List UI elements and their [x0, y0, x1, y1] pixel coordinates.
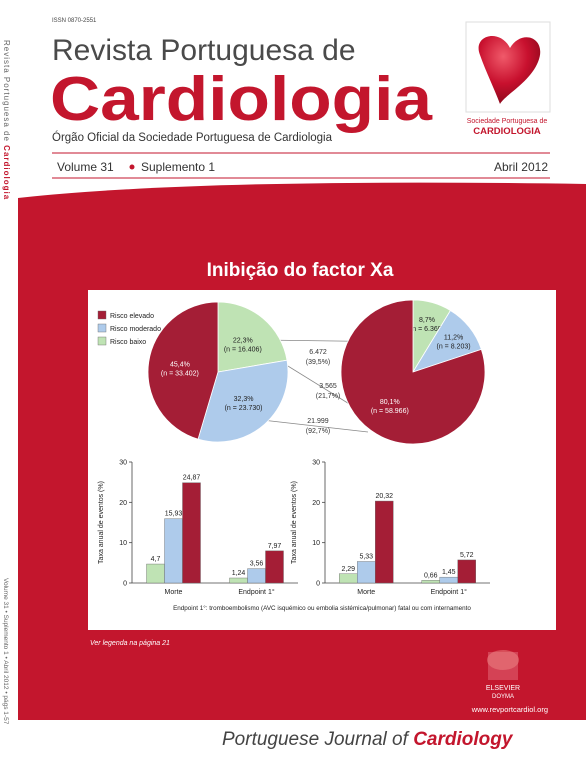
x-tick-label: Endpoint 1° [431, 588, 467, 596]
flow-share: (39,5%) [306, 359, 331, 366]
logo-text: Sociedade Portuguesa de [467, 118, 548, 125]
bar-value-label: 5,72 [460, 552, 474, 559]
y-axis-label: Taxa anual de eventos (%) [291, 481, 298, 564]
footer: Portuguese Journal of Cardiology [222, 729, 514, 750]
flow-count: 21.999 [307, 418, 329, 425]
y-tick-label: 30 [312, 460, 320, 467]
pie-note: (n = 16.406) [224, 347, 262, 354]
bar [421, 580, 440, 584]
publisher: ELSEVIER [486, 685, 520, 692]
issn: ISSN 0870-2551 [52, 18, 97, 24]
spine-title-a: Revista Portuguesa de [2, 40, 11, 142]
bar [439, 576, 458, 584]
bar [357, 561, 376, 584]
bar-value-label: 4,7 [151, 556, 161, 563]
subtitle: Órgão Oficial da Sociedade Portuguesa de… [52, 131, 333, 144]
bar [182, 482, 201, 584]
bar [339, 573, 358, 584]
bullet [129, 164, 135, 170]
legend-note: Ver legenda na página 21 [90, 640, 170, 647]
y-tick-label: 30 [119, 460, 127, 467]
flow-arrow [261, 419, 369, 433]
footer-a: Portuguese Journal of [222, 729, 410, 750]
flow-share: (92,7%) [306, 428, 331, 435]
pie-slice [147, 301, 219, 440]
pie-note: (n = 58.966) [371, 408, 409, 415]
x-tick-label: Endpoint 1° [238, 588, 274, 596]
pie-slice [340, 299, 486, 445]
y-axis-label: Taxa anual de eventos (%) [98, 481, 105, 564]
legend-swatch [97, 310, 107, 320]
bar-value-label: 0,66 [424, 572, 438, 579]
figure-title: Inibição do factor Xa [207, 260, 394, 281]
x-tick-label: Morte [165, 589, 183, 596]
supplement: Suplemento 1 [141, 160, 215, 174]
bar [457, 559, 476, 584]
x-tick-label: Morte [357, 589, 375, 596]
flow-count: 6.472 [309, 349, 327, 356]
pie-slice [217, 301, 288, 373]
legend-label: Risco elevado [110, 313, 154, 320]
flow-count: 3.565 [319, 383, 337, 390]
bar-value-label: 2,29 [341, 566, 355, 573]
logo-text: CARDIOLOGIA [473, 126, 541, 137]
pie-value-label: 22,3% [233, 338, 253, 345]
y-tick-label: 10 [312, 540, 320, 547]
pie-value-label: 11,2% [444, 335, 463, 342]
spine-title-b: Cardiologia [2, 145, 11, 200]
bar [146, 563, 165, 584]
flow-share: (21,7%) [316, 393, 341, 400]
volume: Volume 31 [57, 160, 114, 174]
bar-value-label: 5,33 [359, 554, 373, 561]
y-tick-label: 0 [316, 581, 320, 588]
y-tick-label: 0 [123, 581, 127, 588]
elsevier-logo [487, 650, 519, 680]
pie-value-label: 32,3% [234, 396, 254, 403]
bar [229, 577, 248, 584]
heart-logo [478, 36, 541, 104]
bar [375, 500, 394, 584]
footer-b: Cardiology [413, 729, 514, 750]
legend-label: Risco baixo [110, 339, 146, 346]
bar-value-label: 24,87 [183, 475, 201, 482]
legend-swatch [97, 323, 107, 333]
title-line1: Revista Portuguesa de [52, 34, 356, 67]
y-tick-label: 10 [119, 540, 127, 547]
pie-note: (n = 8.203) [437, 344, 471, 351]
pie-slice [197, 359, 289, 443]
pie-value-label: 45,4% [170, 361, 190, 368]
legend-swatch [97, 336, 107, 346]
bar-value-label: 15,93 [165, 511, 183, 518]
bar-value-label: 1,45 [442, 569, 456, 576]
bar-value-label: 7,97 [268, 543, 282, 550]
bar-value-label: 3,56 [250, 561, 264, 568]
logo-frame [465, 21, 551, 113]
y-tick-label: 20 [119, 500, 127, 507]
bar [164, 518, 183, 584]
tree-icon [487, 650, 519, 670]
pie-value-label: 80,1% [380, 399, 400, 406]
y-tick-label: 20 [312, 500, 320, 507]
pie-note: (n = 33.402) [161, 370, 199, 377]
publisher: DOYMA [492, 694, 514, 700]
pie-value-label: 8,7% [419, 317, 435, 324]
footnote: Endpoint 1°: tromboembolismo (AVC isquém… [173, 604, 471, 612]
spine-issue: Volume 31 • Suplemento 1 • Abril 2012 • … [2, 578, 9, 725]
url: www.revportcardiol.org [471, 705, 548, 714]
bar-value-label: 20,32 [375, 493, 393, 500]
date: Abril 2012 [494, 160, 548, 174]
legend-label: Risco moderado [110, 326, 161, 333]
spine-title: Revista Portuguesa de Cardiologia [2, 40, 11, 200]
title-line2: Cardiologia [50, 65, 433, 134]
bar-value-label: 1,24 [232, 570, 246, 577]
bar [247, 568, 266, 584]
pie-note: (n = 6.369) [410, 326, 444, 333]
bar [265, 550, 284, 584]
pie-note: (n = 23.730) [225, 405, 263, 412]
